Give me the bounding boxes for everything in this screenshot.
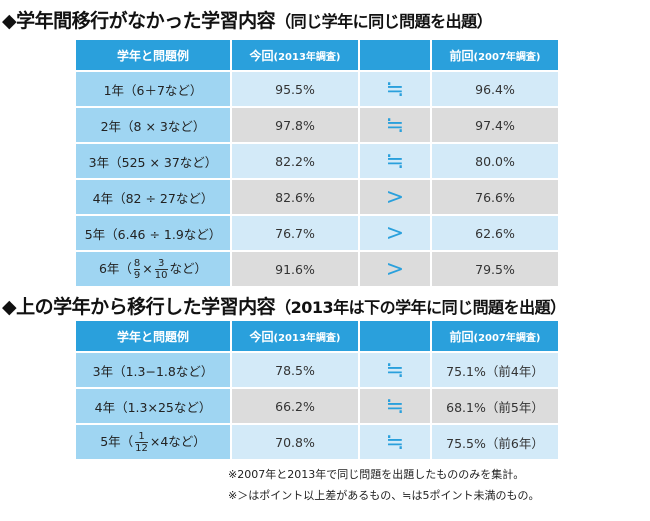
- comparison-symbol: >: [360, 180, 430, 214]
- previous-rate: 62.6%: [432, 216, 558, 250]
- current-rate: 82.2%: [232, 144, 358, 178]
- section1-title: ◆学年間移行がなかった学習内容（同じ学年に同じ問題を出題）: [2, 10, 493, 32]
- table-row: 5年（ 1 12 ×4など） 70.8% ≒ 75.5%（前6年）: [76, 425, 558, 459]
- comparison-symbol: ≒: [360, 72, 430, 106]
- header-compare: [360, 321, 430, 351]
- current-rate: 70.8%: [232, 425, 358, 459]
- header-grade: 学年と問題例: [76, 321, 230, 351]
- comparison-symbol: >: [360, 216, 430, 250]
- comparison-symbol: >: [360, 252, 430, 286]
- footnote-1: ※2007年と2013年で同じ問題を出題したもののみを集計。: [228, 468, 525, 481]
- comparison-symbol: ≒: [360, 353, 430, 387]
- current-rate: 95.5%: [232, 72, 358, 106]
- grade-example: 4年（1.3×25など）: [76, 389, 230, 423]
- previous-rate: 75.1%（前4年）: [432, 353, 558, 387]
- comparison-symbol: ≒: [360, 425, 430, 459]
- table-row: 5年（6.46 ÷ 1.9など） 76.7% > 62.6%: [76, 216, 558, 250]
- table-row: 3年（1.3−1.8など） 78.5% ≒ 75.1%（前4年）: [76, 353, 558, 387]
- current-rate: 66.2%: [232, 389, 358, 423]
- header-row: 学年と問題例 今回(2013年調査) 前回(2007年調査): [76, 321, 558, 351]
- previous-rate: 96.4%: [432, 72, 558, 106]
- current-rate: 97.8%: [232, 108, 358, 142]
- current-rate: 76.7%: [232, 216, 358, 250]
- grade-example: 5年（ 1 12 ×4など）: [76, 425, 230, 459]
- header-row: 学年と問題例 今回(2013年調査) 前回(2007年調査): [76, 40, 558, 70]
- header-previous: 前回(2007年調査): [432, 321, 558, 351]
- fraction: 1 12: [135, 430, 148, 454]
- table-no-transition: 学年と問題例 今回(2013年調査) 前回(2007年調査) 1年（6＋7など）…: [74, 38, 560, 288]
- table-row: 2年（8 × 3など） 97.8% ≒ 97.4%: [76, 108, 558, 142]
- header-current: 今回(2013年調査): [232, 321, 358, 351]
- grade-example: 3年（525 × 37など）: [76, 144, 230, 178]
- table-row: 4年（1.3×25など） 66.2% ≒ 68.1%（前5年）: [76, 389, 558, 423]
- grade-example: 2年（8 × 3など）: [76, 108, 230, 142]
- table-row: 3年（525 × 37など） 82.2% ≒ 80.0%: [76, 144, 558, 178]
- previous-rate: 97.4%: [432, 108, 558, 142]
- previous-rate: 76.6%: [432, 180, 558, 214]
- grade-example: 5年（6.46 ÷ 1.9など）: [76, 216, 230, 250]
- previous-rate: 68.1%（前5年）: [432, 389, 558, 423]
- table-row: 4年（82 ÷ 27など） 82.6% > 76.6%: [76, 180, 558, 214]
- header-current: 今回(2013年調査): [232, 40, 358, 70]
- comparison-symbol: ≒: [360, 108, 430, 142]
- comparison-symbol: ≒: [360, 389, 430, 423]
- grade-example: 1年（6＋7など）: [76, 72, 230, 106]
- previous-rate: 75.5%（前6年）: [432, 425, 558, 459]
- current-rate: 91.6%: [232, 252, 358, 286]
- current-rate: 78.5%: [232, 353, 358, 387]
- header-compare: [360, 40, 430, 70]
- grade-example: 3年（1.3−1.8など）: [76, 353, 230, 387]
- fraction: 3 10: [154, 257, 168, 281]
- footnote-2: ※＞はポイント以上差があるもの、≒は5ポイント未満のもの。: [228, 489, 540, 502]
- comparison-symbol: ≒: [360, 144, 430, 178]
- previous-rate: 80.0%: [432, 144, 558, 178]
- grade-example: 6年（ 8 9 × 3 10 など）: [76, 252, 230, 286]
- grade-example: 4年（82 ÷ 27など）: [76, 180, 230, 214]
- header-grade: 学年と問題例: [76, 40, 230, 70]
- table-row: 6年（ 8 9 × 3 10 など） 91.6% > 79.5%: [76, 252, 558, 286]
- table-row: 1年（6＋7など） 95.5% ≒ 96.4%: [76, 72, 558, 106]
- header-previous: 前回(2007年調査): [432, 40, 558, 70]
- current-rate: 82.6%: [232, 180, 358, 214]
- previous-rate: 79.5%: [432, 252, 558, 286]
- table-transitioned: 学年と問題例 今回(2013年調査) 前回(2007年調査) 3年（1.3−1.…: [74, 319, 560, 461]
- section2-title: ◆上の学年から移行した学習内容（2013年は下の学年に同じ問題を出題）: [2, 296, 566, 318]
